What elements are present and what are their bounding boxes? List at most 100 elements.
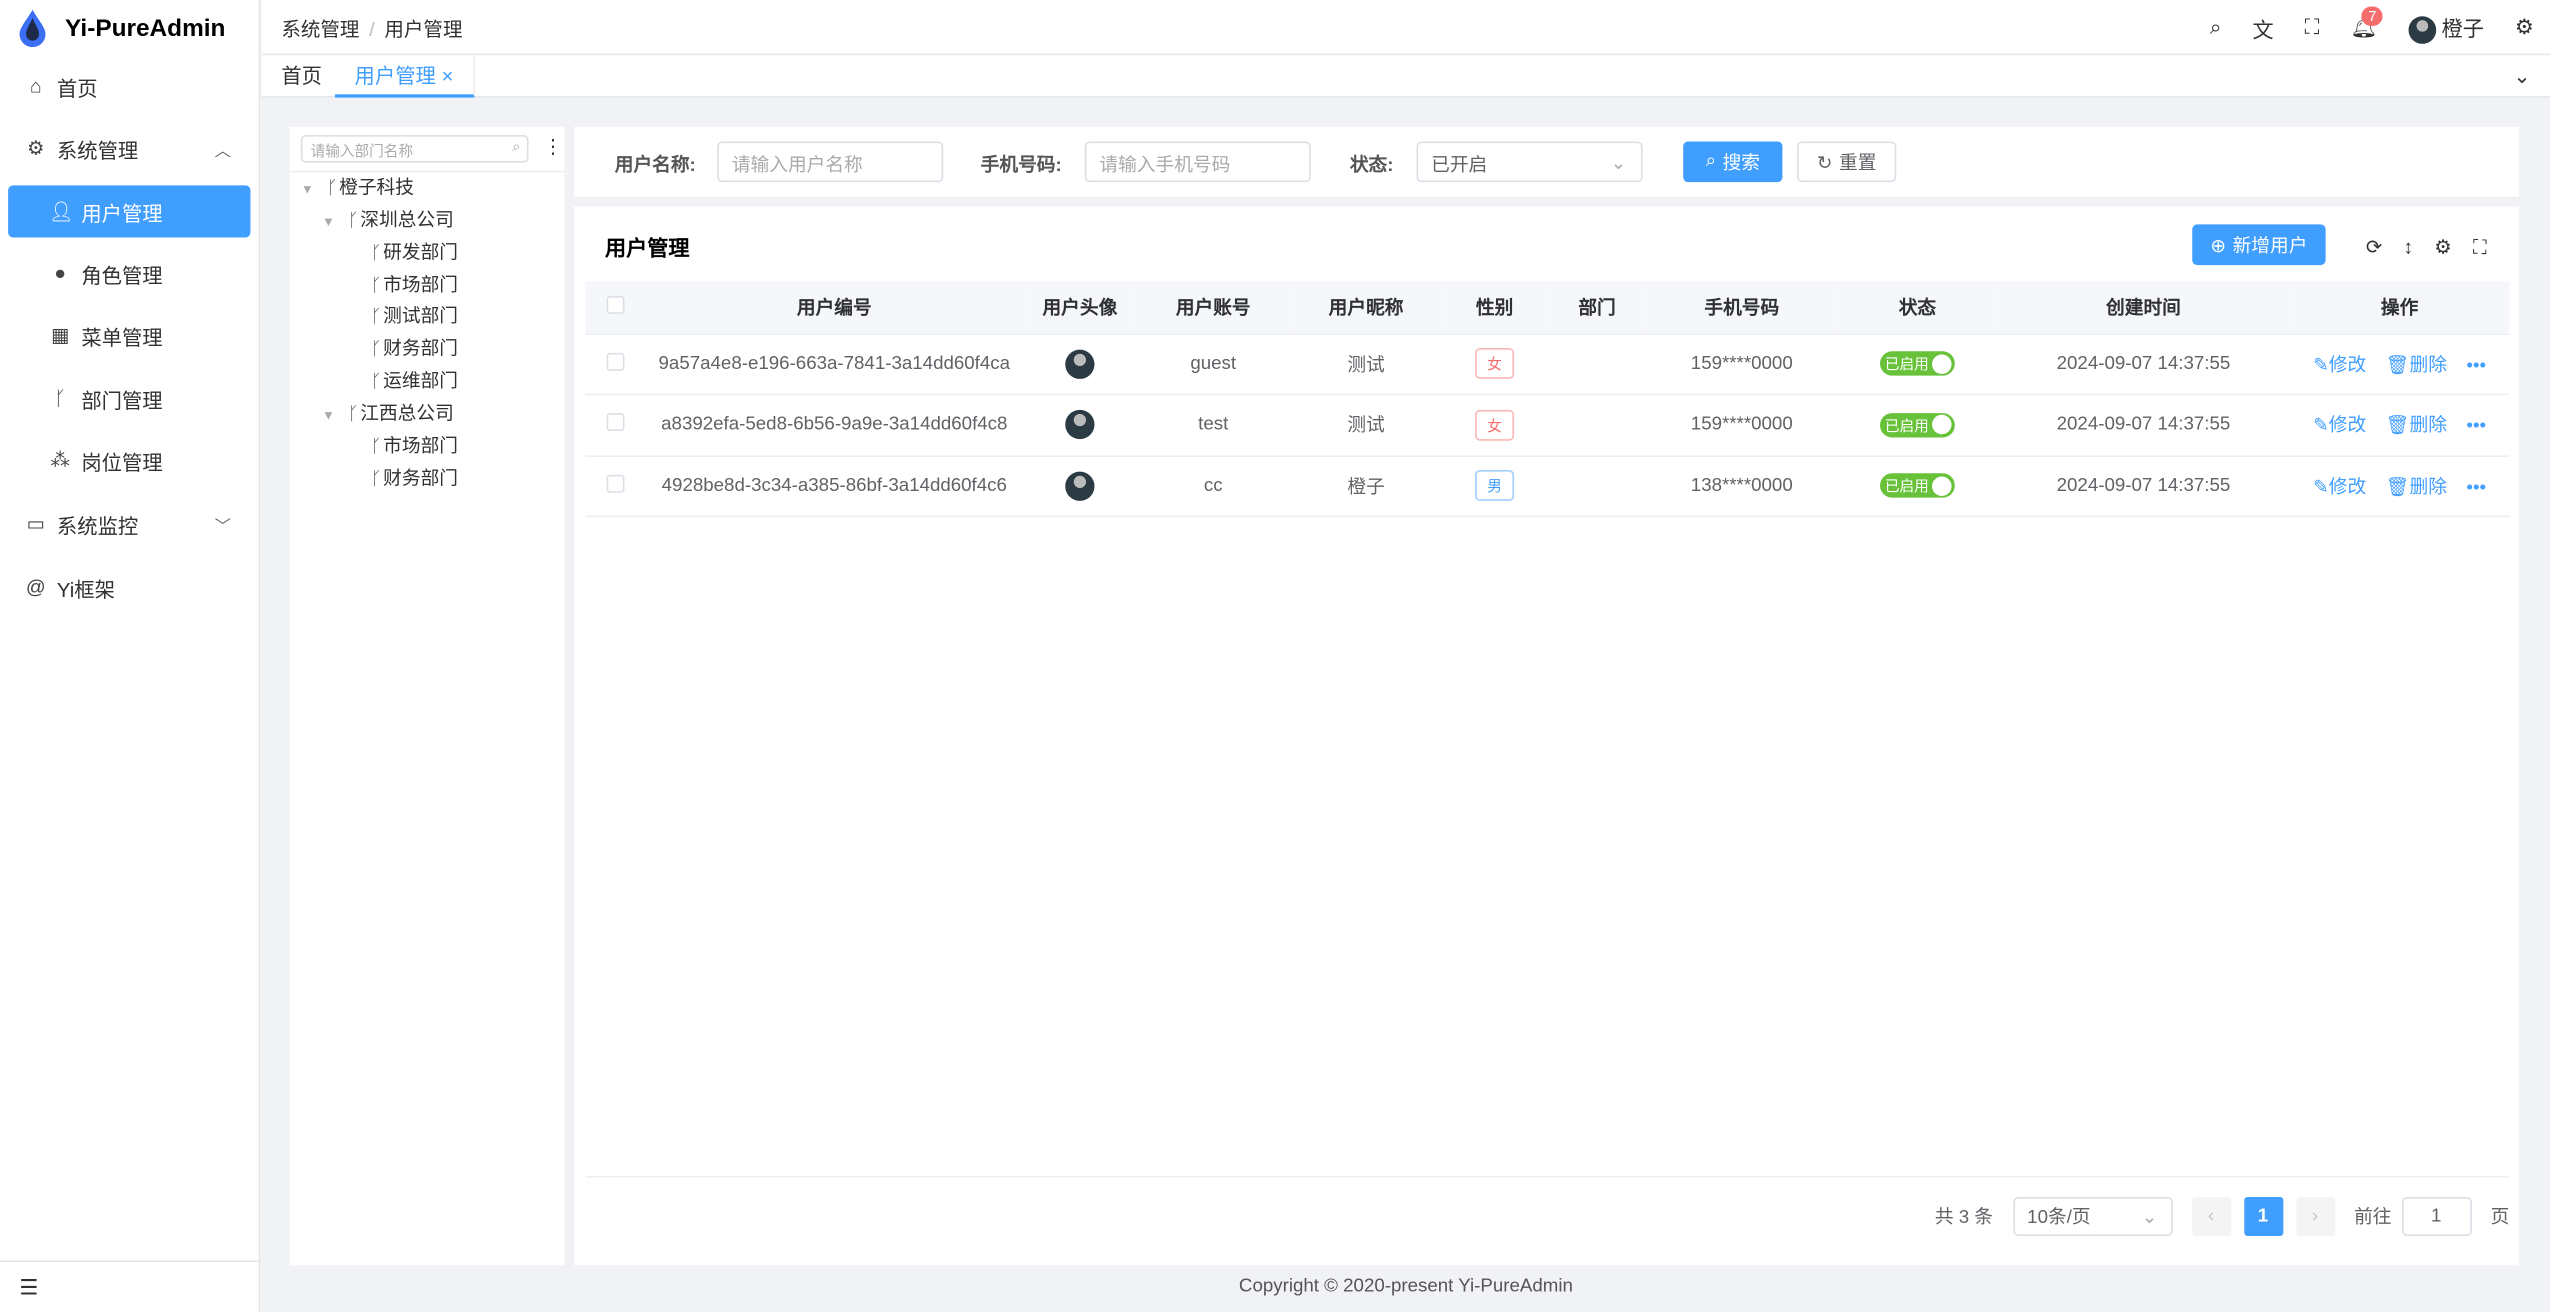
search-icon[interactable]: ⌕ (2209, 14, 2222, 40)
user-menu[interactable]: 橙子 (2408, 11, 2484, 45)
user-dept (1548, 394, 1646, 457)
page-size-select[interactable]: 10条/页 ⌄ (2012, 1196, 2172, 1236)
label: Yi框架 (56, 578, 115, 601)
user-table-card: 用户管理 ⊕ 新增用户 ⟳ ↕ ⚙ ⛶ 用户编号 用户头像 用户账号 用户昵称 性… (574, 206, 2520, 1266)
tree-node[interactable]: ᚴ 研发部门 (370, 243, 458, 264)
tree-node[interactable]: ▼ ᚴ 深圳总公司 (322, 211, 454, 231)
username-input[interactable]: 请输入用户名称 (717, 141, 944, 183)
label: 研发部门 (383, 243, 458, 264)
user-id: a8392efa-5ed8-6b56-9a9e-3a14dd60f4c8 (644, 394, 1025, 457)
sidebar-item-home[interactable]: ⌂ 首页 (8, 60, 250, 112)
next-page-button[interactable]: › (2295, 1196, 2335, 1236)
goto-page-input[interactable]: 1 (2401, 1196, 2472, 1236)
breadcrumb: 系统管理 / 用户管理 (281, 17, 463, 41)
tree-node[interactable]: ▼ ᚴ 橙子科技 (300, 178, 414, 199)
more-icon[interactable]: ••• (2466, 355, 2487, 376)
delete-button[interactable]: 🗑︎删除 (2386, 478, 2447, 498)
tree-node[interactable]: ᚴ 运维部门 (370, 372, 458, 392)
row-checkbox[interactable] (585, 394, 645, 457)
label: 菜单管理 (81, 326, 163, 349)
tree-node[interactable]: ᚴ 财务部门 (370, 470, 458, 490)
edit-button[interactable]: ✎修改 (2313, 356, 2366, 376)
label: 江西总公司 (360, 404, 454, 425)
tab-menu-chevron-icon[interactable]: ⌄ (2513, 65, 2531, 88)
sidebar-item-system[interactable]: ⚙ 系统管理 ︿ (8, 122, 250, 174)
label: 岗位管理 (81, 451, 163, 475)
dept-search-input[interactable]: 请输入部门名称 ⌕ (300, 134, 529, 163)
tree-node[interactable]: ▼ ᚴ 江西总公司 (322, 404, 454, 425)
tree-node[interactable]: ᚴ 财务部门 (370, 339, 458, 360)
sidebar-item-depts[interactable]: ᚴ 部门管理 (8, 372, 250, 424)
selected-value: 10条/页 (2027, 1208, 2091, 1228)
status-toggle[interactable]: 已启用 (1879, 473, 1955, 499)
tab-home[interactable]: 首页 (262, 55, 342, 97)
tree-node[interactable]: ᚴ 市场部门 (370, 437, 458, 457)
total-count: 共 3 条 (1934, 1208, 1994, 1228)
sidebar-item-yi[interactable]: @ Yi框架 (8, 561, 250, 613)
status-cell: 已启用 (1837, 455, 1998, 518)
breadcrumb-item[interactable]: 系统管理 (281, 17, 360, 41)
status-select[interactable]: 已开启 ⌄ (1416, 141, 1643, 183)
row-checkbox[interactable] (585, 455, 645, 518)
collapse-sidebar-button[interactable]: ☰ (0, 1260, 261, 1312)
tab-users[interactable]: 用户管理 × (335, 55, 475, 98)
column-settings-icon[interactable]: ⚙ (2434, 235, 2452, 259)
sidebar-item-posts[interactable]: ⁂ 岗位管理 (8, 434, 250, 486)
actions-cell: ✎修改 🗑︎删除 ••• (2289, 455, 2510, 518)
label: 测试部门 (383, 307, 458, 327)
more-icon[interactable]: ••• (2466, 416, 2487, 437)
status-toggle[interactable]: 已启用 (1879, 351, 1955, 377)
select-all-checkbox[interactable] (585, 281, 645, 335)
add-user-button[interactable]: ⊕ 新增用户 (2192, 224, 2326, 266)
label: 财务部门 (383, 470, 458, 490)
sidebar-item-monitor[interactable]: ▭ 系统监控 ﹀ (8, 498, 250, 550)
user-table: 用户编号 用户头像 用户账号 用户昵称 性别 部门 手机号码 状态 创建时间 操… (585, 281, 2510, 518)
user-account: test (1135, 394, 1292, 457)
fullscreen-icon[interactable]: ⛶ (2304, 14, 2320, 40)
phone-input[interactable]: 请输入手机号码 (1084, 141, 1311, 183)
user-id: 9a57a4e8-e196-663a-7841-3a14dd60f4ca (644, 333, 1025, 396)
post-icon: ⁂ (50, 448, 70, 472)
status-text: 已启用 (1884, 417, 1929, 434)
sidebar-item-roles[interactable]: ● 角色管理 (8, 247, 250, 299)
delete-button[interactable]: 🗑︎删除 (2386, 356, 2447, 376)
sidebar-item-users[interactable]: 👤︎ 用户管理 (8, 185, 251, 238)
refresh-icon[interactable]: ⟳ (2365, 235, 2383, 259)
more-vertical-icon[interactable]: ⋮ (543, 134, 563, 158)
chevron-up-icon: ︿ (214, 142, 231, 161)
user-phone: 138****0000 (1645, 455, 1838, 518)
label: 用户管理 (354, 65, 436, 88)
delete-button[interactable]: 🗑︎删除 (2386, 417, 2447, 437)
column-header: 用户昵称 (1291, 281, 1441, 335)
bell-icon[interactable]: 🔔︎ 7 (2350, 6, 2383, 41)
settings-icon[interactable]: ⚙ (2514, 14, 2534, 40)
more-icon[interactable]: ••• (2466, 477, 2487, 498)
fullscreen-icon[interactable]: ⛶ (2472, 235, 2487, 259)
logo[interactable]: Yi-PureAdmin (16, 8, 225, 48)
translate-icon[interactable]: 文 (2252, 17, 2274, 42)
close-icon[interactable]: × (441, 65, 454, 88)
edit-button[interactable]: ✎修改 (2313, 478, 2366, 498)
tree-node[interactable]: ᚴ 测试部门 (370, 307, 458, 327)
density-icon[interactable]: ↕ (2403, 235, 2414, 259)
search-button[interactable]: ⌕ 搜索 (1683, 141, 1783, 183)
edit-button[interactable]: ✎修改 (2313, 417, 2366, 437)
reset-button[interactable]: ↻ 重置 (1797, 141, 1897, 183)
user-dept (1548, 333, 1646, 396)
page-1-button[interactable]: 1 (2243, 1196, 2283, 1236)
prev-page-button[interactable]: ‹ (2191, 1196, 2231, 1236)
created-time: 2024-09-07 14:37:55 (1997, 455, 2290, 518)
user-nickname: 橙子 (1291, 455, 1441, 518)
trash-icon: 🗑︎ (2385, 355, 2410, 376)
branch-icon: ᚴ (54, 387, 67, 410)
sidebar-item-menus[interactable]: ▦ 菜单管理 (8, 309, 250, 361)
tree-node[interactable]: ᚴ 市场部门 (370, 276, 458, 296)
label: 删除 (2409, 477, 2447, 498)
row-checkbox[interactable] (585, 333, 645, 396)
edit-icon: ✎ (2313, 416, 2329, 437)
status-toggle[interactable]: 已启用 (1879, 412, 1955, 438)
search-form: 用户名称: 请输入用户名称 手机号码: 请输入手机号码 状态: 已开启 ⌄ ⌕ 搜索… (574, 126, 2520, 197)
logo-icon (19, 9, 46, 48)
edit-icon: ✎ (2313, 477, 2329, 498)
